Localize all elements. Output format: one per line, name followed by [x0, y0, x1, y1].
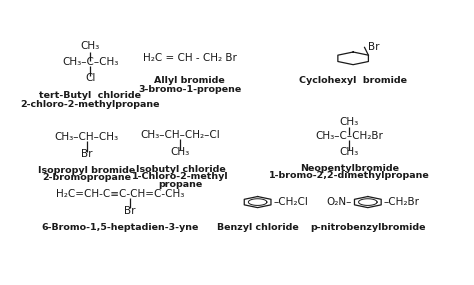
- Text: H₂C = CH - CH₂ Br: H₂C = CH - CH₂ Br: [143, 53, 237, 63]
- Text: CH₃: CH₃: [81, 41, 100, 51]
- Text: Benzyl chloride: Benzyl chloride: [217, 223, 299, 232]
- Text: H₂C=CH-C≡C-CH=C-CH₃: H₂C=CH-C≡C-CH=C-CH₃: [55, 190, 184, 199]
- Text: O₂N–: O₂N–: [326, 197, 352, 207]
- Text: 3-bromo-1-propene: 3-bromo-1-propene: [138, 85, 241, 93]
- Text: Cyclohexyl  bromide: Cyclohexyl bromide: [299, 76, 407, 85]
- Text: –CH₂Cl: –CH₂Cl: [274, 197, 309, 207]
- Text: tert-Butyl  chloride: tert-Butyl chloride: [39, 91, 141, 100]
- Text: Br: Br: [368, 42, 380, 52]
- Text: 2-bromopropane: 2-bromopropane: [42, 174, 131, 182]
- Text: Br: Br: [81, 149, 92, 159]
- Text: 2-chloro-2-methylpropane: 2-chloro-2-methylpropane: [21, 100, 160, 109]
- Text: CH₃–CH–CH₂–Cl: CH₃–CH–CH₂–Cl: [141, 130, 220, 140]
- Text: Isobutyl chloride: Isobutyl chloride: [136, 165, 225, 174]
- Text: CH₃–C–CH₃: CH₃–C–CH₃: [62, 57, 118, 67]
- Text: CH₃: CH₃: [340, 147, 359, 157]
- Text: 1-Chloro-2-methyl: 1-Chloro-2-methyl: [132, 172, 229, 181]
- Text: p-nitrobenzylbromide: p-nitrobenzylbromide: [310, 223, 426, 232]
- Text: CH₃: CH₃: [171, 147, 190, 157]
- Text: 6-Bromo-1,5-heptadien-3-yne: 6-Bromo-1,5-heptadien-3-yne: [41, 223, 199, 232]
- Text: –CH₂Br: –CH₂Br: [384, 197, 420, 207]
- Text: CH₃–C–CH₂Br: CH₃–C–CH₂Br: [316, 131, 383, 141]
- Text: Cl: Cl: [85, 73, 96, 83]
- Text: Br: Br: [124, 206, 136, 216]
- Text: Isopropyl bromide: Isopropyl bromide: [38, 166, 136, 175]
- Text: CH₃–CH–CH₃: CH₃–CH–CH₃: [55, 132, 119, 142]
- Text: CH₃: CH₃: [340, 117, 359, 127]
- Text: 1-bromo-2,2-dimethylpropane: 1-bromo-2,2-dimethylpropane: [269, 171, 430, 180]
- Text: Allyl bromide: Allyl bromide: [154, 76, 225, 85]
- Text: propane: propane: [158, 180, 202, 189]
- Text: Neopentylbromide: Neopentylbromide: [300, 164, 399, 172]
